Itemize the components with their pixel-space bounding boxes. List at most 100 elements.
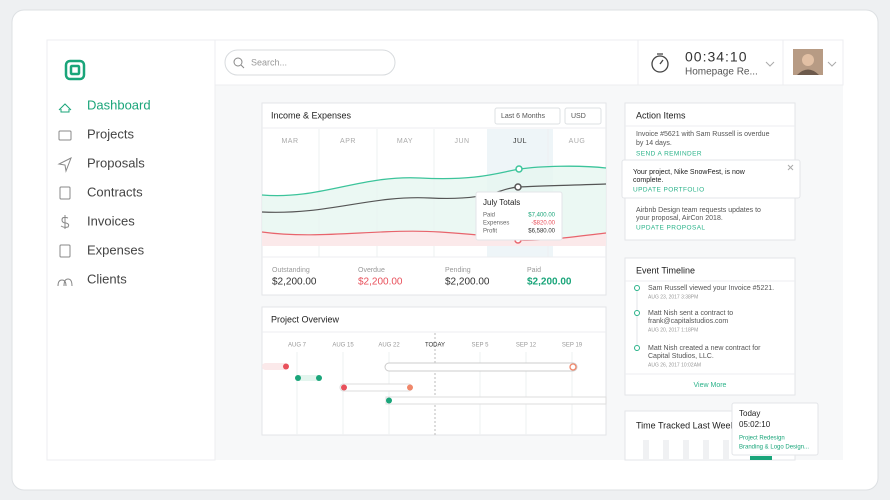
gantt-dot — [295, 375, 301, 381]
nav-icon — [59, 244, 71, 258]
nav-icon — [60, 215, 70, 229]
bar-today — [750, 456, 772, 460]
bar-bg — [663, 440, 669, 460]
date-label: SEP 19 — [562, 343, 583, 349]
logo-inner — [69, 64, 81, 76]
nav-item[interactable]: Projects — [87, 126, 134, 141]
week-bars — [643, 440, 729, 460]
gantt-dot — [283, 363, 289, 370]
stat-label: Paid — [527, 267, 541, 274]
search-icon — [233, 57, 243, 67]
date-label: TODAY — [425, 343, 445, 349]
timeline-dot — [634, 310, 640, 316]
nav-item[interactable]: Proposals — [87, 155, 145, 170]
gantt-bar[interactable] — [384, 362, 578, 372]
search-box[interactable] — [224, 49, 396, 76]
card-title: Income & Expenses — [271, 110, 352, 120]
bar-bg — [723, 440, 729, 460]
gantt-dot — [569, 363, 577, 371]
gantt-dot — [386, 397, 392, 404]
nav-icon — [57, 278, 73, 287]
event-text: frank@capitalstudios.com — [648, 318, 728, 325]
gantt-dot — [341, 384, 347, 391]
range-dropdown[interactable] — [494, 107, 561, 125]
tooltip-label: Paid — [483, 213, 495, 219]
income-line — [261, 165, 607, 197]
search-placeholder: Search... — [251, 57, 287, 67]
point — [515, 165, 523, 173]
event-text: Matt Nish sent a contract to — [648, 310, 733, 317]
action-text: by 14 days. — [636, 140, 672, 147]
nav-item[interactable]: Contracts — [87, 184, 143, 199]
tooltip-value: $6,580.00 — [528, 229, 555, 235]
month-label: APR — [340, 138, 356, 145]
tooltip-label: Expenses — [483, 221, 509, 227]
event-date: AUG 20, 2017 1:18PM — [648, 327, 698, 333]
month-label: MAR — [281, 138, 298, 145]
popup-project: Branding & Logo Design... — [739, 445, 809, 451]
nav-item[interactable]: Invoices — [87, 213, 135, 228]
range-label: Last 6 Months — [501, 113, 545, 120]
nav-icon — [58, 103, 72, 113]
event-text: Matt Nish created a new contract for — [648, 345, 761, 352]
notification — [621, 159, 801, 199]
tooltip-title: July Totals — [483, 198, 520, 207]
chevron[interactable] — [765, 61, 775, 67]
timeline-dot — [634, 285, 640, 291]
card-title: Action Items — [636, 110, 686, 120]
action-text: Invoice #5621 with Sam Russell is overdu… — [636, 131, 770, 138]
stat-label: Pending — [445, 267, 471, 274]
topbar — [214, 39, 844, 86]
action-text: your proposal, AirCon 2018. — [636, 215, 723, 222]
bar-bg — [703, 440, 709, 460]
profit-line — [261, 183, 607, 213]
action-link[interactable]: UPDATE PROPOSAL — [636, 225, 705, 232]
date-label: AUG 15 — [332, 343, 354, 349]
currency-dropdown[interactable] — [564, 107, 602, 125]
card-title: Event Timeline — [636, 265, 695, 275]
card-title: Project Overview — [271, 314, 340, 324]
nav-item[interactable]: Expenses — [87, 242, 145, 257]
stat-value: $2,200.00 — [358, 277, 403, 288]
nav-item[interactable]: Dashboard — [87, 97, 151, 112]
nav — [57, 103, 73, 287]
stopwatch-icon[interactable] — [651, 55, 669, 73]
event-date: AUG 23, 2017 3:38PM — [648, 294, 698, 300]
close-button[interactable] — [787, 164, 794, 171]
nav-icon — [59, 186, 71, 200]
action-link[interactable]: UPDATE PORTFOLIO — [633, 187, 705, 194]
date-label: SEP 5 — [472, 343, 490, 349]
action-link[interactable]: SEND A REMINDER — [636, 151, 702, 158]
date-label: SEP 12 — [516, 343, 537, 349]
month-label: AUG — [569, 138, 586, 145]
nav-item[interactable]: Clients — [87, 271, 127, 286]
chevron[interactable] — [827, 61, 837, 67]
logo-outer — [64, 59, 86, 81]
month-label: MAY — [397, 138, 413, 145]
gantt-bar[interactable] — [339, 383, 413, 392]
logo[interactable] — [64, 59, 86, 81]
avatar-body — [797, 69, 819, 75]
gantt-bar[interactable] — [295, 375, 321, 381]
bar-bg — [683, 440, 689, 460]
date-label: AUG 22 — [378, 343, 400, 349]
gantt-dot — [316, 375, 322, 381]
popup-time: 05:02:10 — [739, 420, 771, 429]
timer: 00:34:10 — [685, 49, 748, 65]
sidebar — [46, 39, 216, 461]
time-popup — [731, 402, 819, 456]
view-more[interactable]: View More — [694, 382, 727, 389]
timeline-dot — [634, 345, 640, 351]
date-label: AUG 7 — [288, 343, 307, 349]
action-text: Your project, Nike SnowFest, is now — [633, 169, 746, 176]
gantt-bar[interactable] — [262, 363, 288, 370]
event-date: AUG 26, 2017 10:02AM — [648, 362, 701, 368]
gantt-bar[interactable] — [385, 396, 607, 405]
bar-bg — [643, 440, 649, 460]
popup-day: Today — [739, 409, 760, 418]
currency-label: USD — [571, 113, 586, 120]
event-text: Capital Studios, LLC. — [648, 353, 714, 360]
stat-label: Outstanding — [272, 267, 310, 274]
nav-icon — [58, 130, 72, 141]
